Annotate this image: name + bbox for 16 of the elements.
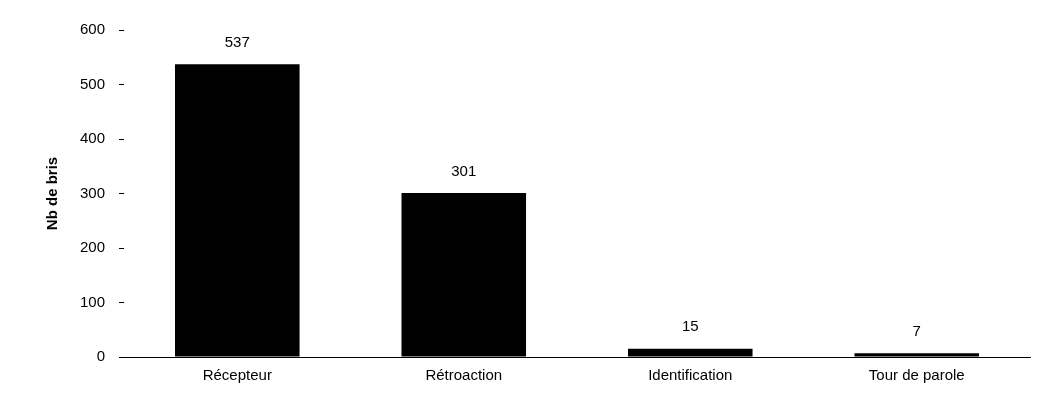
y-tick-label: 200	[80, 238, 106, 256]
data-label: 301	[451, 161, 477, 179]
x-tick-label: Tour de parole	[868, 366, 965, 384]
data-label: 537	[224, 32, 250, 50]
x-tick-label: Récepteur	[202, 366, 272, 384]
y-tick-label: 600	[80, 20, 106, 38]
data-label: 7	[912, 321, 921, 339]
y-tick-label: 400	[80, 129, 106, 147]
y-tick-label: 300	[80, 183, 106, 201]
x-tick-label: Identification	[648, 366, 733, 384]
x-tick-label: Rétroaction	[425, 366, 503, 384]
data-label: 15	[681, 317, 699, 335]
y-tick-label: 0	[96, 347, 106, 365]
y-tick-label: 500	[80, 74, 106, 92]
y-tick-label: 100	[80, 292, 106, 310]
y-axis-title: Nb de bris	[43, 156, 61, 231]
